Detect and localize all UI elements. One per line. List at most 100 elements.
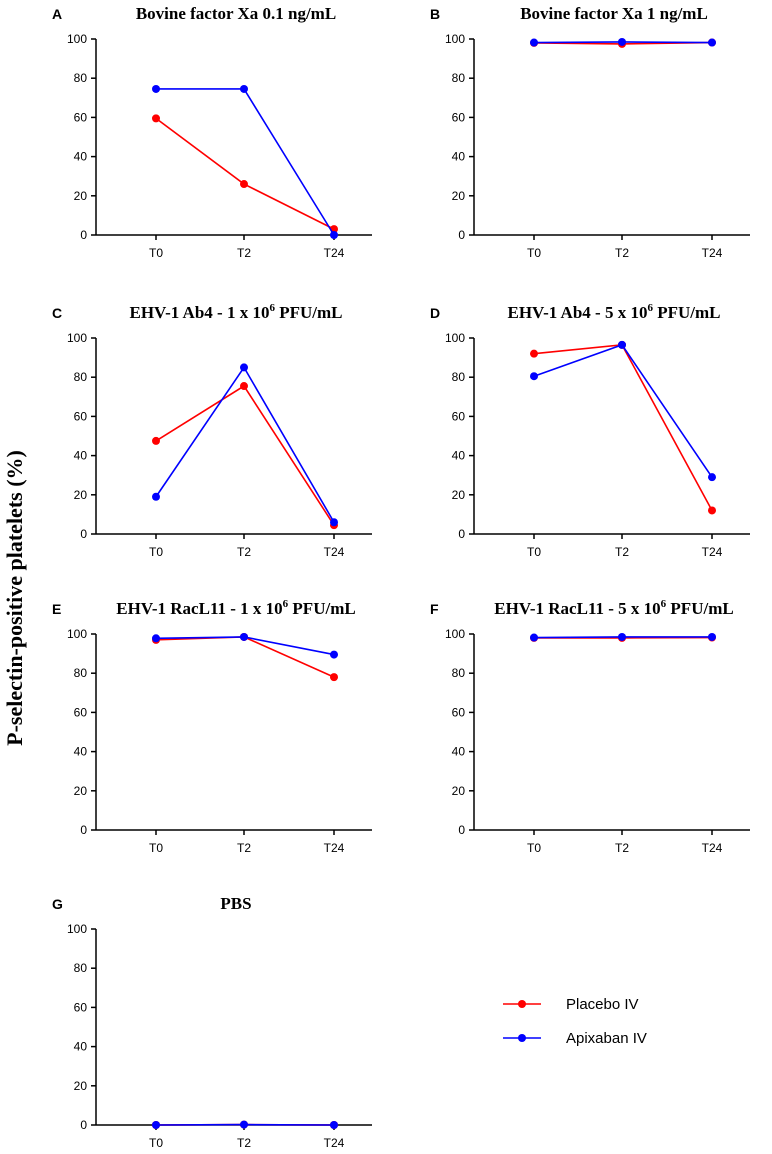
y-tick-label: 40	[74, 745, 88, 759]
y-tick-label: 0	[80, 823, 87, 837]
y-tick-label: 0	[80, 1118, 87, 1132]
x-tick-label: T0	[149, 545, 163, 559]
panel-title: PBS	[220, 894, 251, 913]
x-tick-label: T2	[615, 545, 629, 559]
x-tick-label: T2	[237, 841, 251, 855]
x-tick-label: T0	[527, 545, 541, 559]
x-tick-label: T0	[149, 1136, 163, 1150]
legend-label-placebo-iv: Placebo IV	[566, 996, 639, 1013]
panel-title-suffix: PFU/mL	[653, 303, 721, 322]
y-tick-label: 20	[74, 784, 88, 798]
x-tick-label: T24	[324, 841, 345, 855]
y-tick-label: 0	[458, 823, 465, 837]
data-point-apixaban-iv	[708, 38, 716, 47]
series-line-apixaban-iv	[156, 88, 335, 236]
panel-title: EHV-1 Ab4 - 5 x 106 PFU/mL	[508, 302, 721, 322]
x-tick-label: T0	[527, 841, 541, 855]
data-point-apixaban-iv	[618, 340, 626, 349]
y-tick-label: 100	[445, 32, 465, 46]
panel-letter: F	[430, 601, 439, 617]
y-tick-label: 100	[67, 331, 87, 345]
data-point-placebo-iv	[240, 180, 248, 189]
data-point-apixaban-iv	[708, 632, 716, 641]
data-point-apixaban-iv	[240, 363, 248, 372]
data-point-placebo-iv	[152, 436, 160, 445]
y-tick-label: 20	[452, 488, 466, 502]
y-tick-label: 0	[458, 228, 465, 242]
y-tick-label: 80	[74, 71, 88, 85]
panel-title: Bovine factor Xa 1 ng/mL	[520, 4, 708, 23]
y-tick-label: 100	[67, 922, 87, 936]
y-tick-label: 20	[452, 189, 466, 203]
x-tick-label: T0	[149, 246, 163, 260]
chart-panel-f: F EHV-1 RacL11 - 5 x 106 PFU/mL 0 20 40 60 80 1…	[430, 598, 750, 855]
data-point-placebo-iv	[530, 349, 538, 358]
y-tick-label: 100	[445, 627, 465, 641]
chart-panel-e: E EHV-1 RacL11 - 1 x 106 PFU/mL 0 20 40 60 80 1…	[52, 598, 372, 855]
y-tick-label: 40	[74, 1040, 88, 1054]
chart-panel-g: G PBS 0 20 40 60 80 100 T0 T2 T24	[52, 894, 372, 1150]
panels: A Bovine factor Xa 0.1 ng/mL020406080100T…	[52, 4, 750, 1150]
panel-title-text: Bovine factor Xa 0.1 ng/mL	[136, 4, 336, 23]
data-point-placebo-iv	[240, 382, 248, 391]
data-point-placebo-iv	[708, 506, 716, 515]
panel-letter: C	[52, 305, 62, 321]
y-tick-label: 80	[74, 666, 88, 680]
panel-title-suffix: PFU/mL	[275, 303, 343, 322]
series-line-placebo-iv	[533, 344, 713, 511]
chart-panel-b: B Bovine factor Xa 1 ng/mL 0 20 40 60 80 100 T0 T…	[430, 4, 750, 260]
data-point-apixaban-iv	[530, 38, 538, 47]
x-tick-label: T24	[324, 246, 345, 260]
data-point-apixaban-iv	[152, 84, 160, 93]
legend: Placebo IV Apixaban IV	[503, 996, 647, 1047]
panel-title-text: EHV-1 RacL11 - 1 x 10	[116, 599, 282, 618]
y-tick-label: 40	[452, 745, 466, 759]
panel-title-superscript: 6	[647, 302, 653, 314]
panel-title-superscript: 6	[661, 598, 667, 610]
x-tick-label: T24	[702, 246, 723, 260]
y-tick-label: 60	[452, 110, 466, 124]
x-tick-label: T2	[615, 246, 629, 260]
x-tick-label: T24	[324, 1136, 345, 1150]
y-tick-label: 80	[452, 666, 466, 680]
y-tick-label: 40	[452, 449, 466, 463]
y-tick-label: 20	[74, 189, 88, 203]
y-tick-label: 0	[458, 527, 465, 541]
data-point-apixaban-iv	[708, 473, 716, 482]
series-line-apixaban-iv	[155, 365, 335, 523]
y-tick-label: 80	[74, 370, 88, 384]
y-tick-label: 60	[74, 409, 88, 423]
data-point-apixaban-iv	[240, 84, 248, 93]
x-tick-label: T24	[702, 841, 723, 855]
panel-title-superscript: 6	[283, 598, 289, 610]
y-tick-label: 100	[67, 627, 87, 641]
y-tick-label: 80	[452, 370, 466, 384]
y-tick-label: 40	[74, 150, 88, 164]
chart-panel-c: C EHV-1 Ab4 - 1 x 106 PFU/mL 0 20 40 60 80 100 T…	[52, 302, 372, 559]
data-point-apixaban-iv	[152, 634, 160, 643]
data-point-apixaban-iv	[240, 1120, 248, 1129]
data-point-placebo-iv	[330, 673, 338, 682]
panel-title-superscript: 6	[269, 302, 275, 314]
y-tick-label: 60	[452, 409, 466, 423]
y-tick-label: 80	[74, 961, 88, 975]
x-tick-label: T24	[324, 545, 345, 559]
x-tick-label: T24	[702, 545, 723, 559]
series-line-placebo-iv	[155, 117, 335, 230]
y-tick-label: 60	[452, 705, 466, 719]
series-line-apixaban-iv	[533, 343, 713, 478]
panel-title-text: EHV-1 Ab4 - 1 x 10	[130, 303, 270, 322]
data-point-apixaban-iv	[530, 372, 538, 381]
chart-panel-a: A Bovine factor Xa 0.1 ng/mL 0 20 40 60 80 100 T…	[52, 4, 372, 260]
panel-title-suffix: PFU/mL	[666, 599, 734, 618]
chart-panel-d: D EHV-1 Ab4 - 5 x 106 PFU/mL 0 20 40 60 80 100 T…	[430, 302, 750, 559]
panel-letter: A	[52, 6, 62, 22]
data-point-apixaban-iv	[530, 633, 538, 642]
data-point-apixaban-iv	[330, 650, 338, 659]
y-tick-label: 20	[452, 784, 466, 798]
legend-label-apixaban-iv: Apixaban IV	[566, 1030, 647, 1047]
y-tick-label: 80	[452, 71, 466, 85]
panel-title-suffix: PFU/mL	[288, 599, 356, 618]
y-tick-label: 60	[74, 705, 88, 719]
data-point-apixaban-iv	[330, 231, 338, 239]
